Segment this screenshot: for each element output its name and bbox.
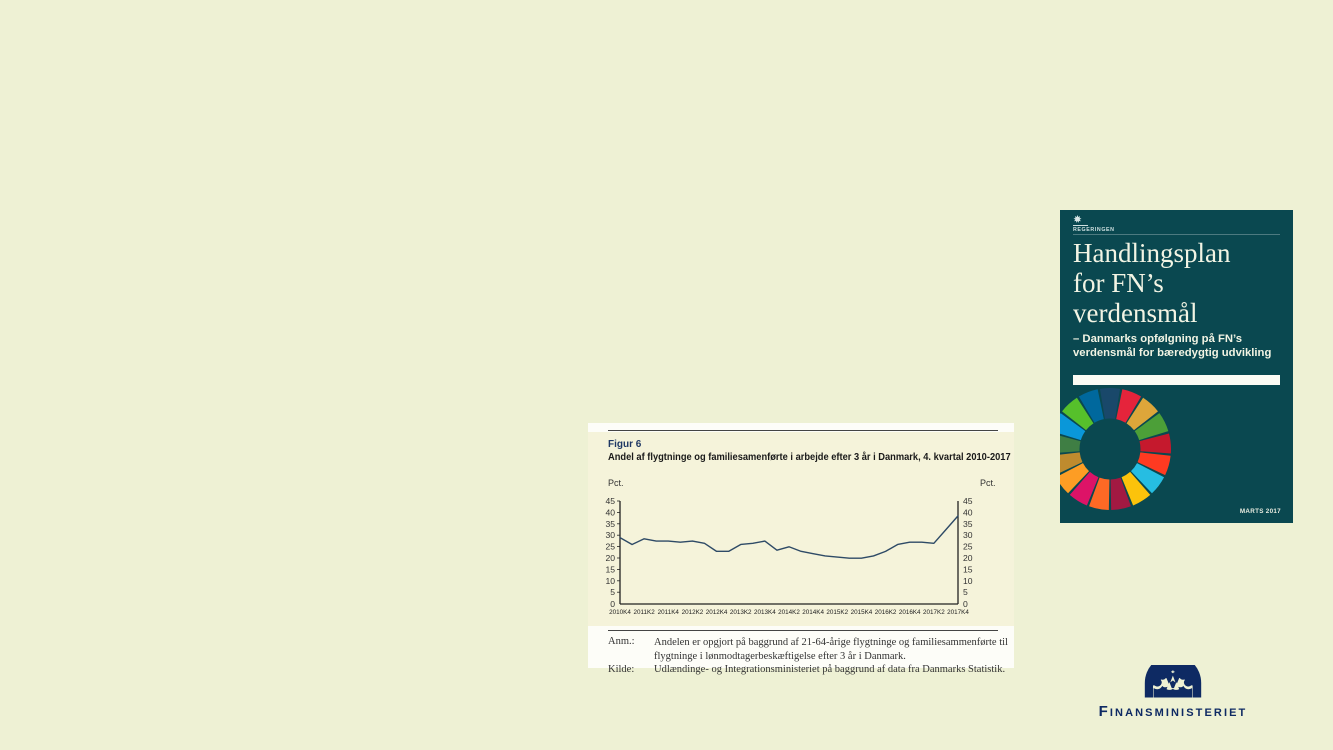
svg-text:2013K2: 2013K2 <box>730 609 752 616</box>
svg-text:2011K4: 2011K4 <box>658 609 680 616</box>
svg-text:15: 15 <box>963 564 973 574</box>
svg-text:10: 10 <box>963 576 973 586</box>
svg-text:35: 35 <box>963 519 973 529</box>
svg-text:0: 0 <box>610 599 615 609</box>
svg-text:20: 20 <box>605 553 615 563</box>
svg-text:2017K2: 2017K2 <box>923 609 945 616</box>
svg-text:2017K4: 2017K4 <box>947 609 969 616</box>
svg-text:15: 15 <box>605 564 615 574</box>
svg-text:45: 45 <box>605 496 615 506</box>
svg-text:0: 0 <box>963 599 968 609</box>
svg-text:5: 5 <box>610 587 615 597</box>
svg-text:20: 20 <box>963 553 973 563</box>
svg-text:35: 35 <box>605 519 615 529</box>
svg-text:2012K2: 2012K2 <box>682 609 704 616</box>
svg-text:2015K4: 2015K4 <box>851 609 873 616</box>
svg-text:10: 10 <box>605 576 615 586</box>
svg-text:2012K4: 2012K4 <box>706 609 728 616</box>
svg-text:2010K4: 2010K4 <box>609 609 631 616</box>
svg-text:2014K2: 2014K2 <box>778 609 800 616</box>
svg-text:40: 40 <box>963 507 973 517</box>
svg-text:45: 45 <box>963 496 973 506</box>
svg-text:5: 5 <box>963 587 968 597</box>
svg-text:25: 25 <box>963 542 973 552</box>
svg-text:2013K4: 2013K4 <box>754 609 776 616</box>
svg-text:2016K2: 2016K2 <box>875 609 897 616</box>
svg-text:2011K2: 2011K2 <box>634 609 656 616</box>
svg-text:2014K4: 2014K4 <box>802 609 824 616</box>
svg-text:30: 30 <box>605 530 615 540</box>
svg-text:2016K4: 2016K4 <box>899 609 921 616</box>
svg-text:25: 25 <box>605 542 615 552</box>
svg-text:40: 40 <box>605 507 615 517</box>
svg-text:30: 30 <box>963 530 973 540</box>
svg-text:2015K2: 2015K2 <box>826 609 848 616</box>
